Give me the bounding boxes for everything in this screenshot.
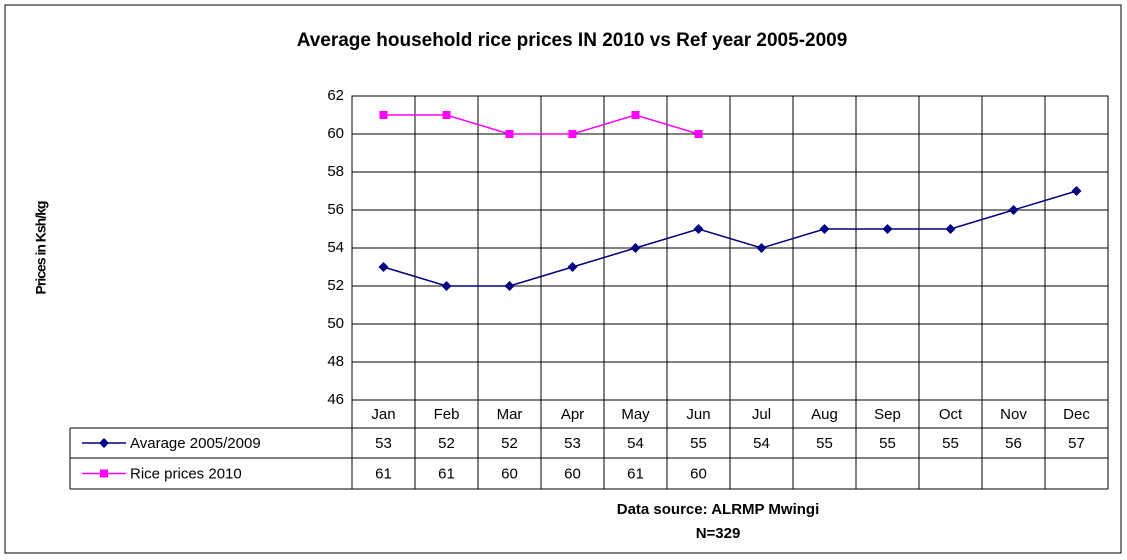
table-value: 61 (438, 465, 455, 482)
x-tick-label: Sep (874, 406, 901, 423)
y-tick-label: 62 (327, 87, 344, 104)
table-value: 60 (501, 465, 518, 482)
point (693, 224, 704, 234)
x-tick-label: Oct (939, 406, 963, 423)
x-tick-label: Jul (752, 406, 771, 423)
footnote: N=329 (696, 525, 741, 542)
x-tick-label: Feb (434, 406, 460, 423)
point (694, 130, 703, 138)
table-value: 55 (816, 435, 833, 452)
y-tick-label: 50 (327, 315, 344, 332)
series-line (383, 114, 699, 135)
x-tick-label: Dec (1063, 406, 1090, 423)
y-axis-label: Prices in Ksh/kg (33, 201, 49, 294)
point (567, 262, 578, 272)
point (1008, 205, 1019, 215)
point (441, 281, 452, 291)
y-tick-label: 54 (327, 239, 344, 256)
table-value: 55 (879, 435, 896, 452)
table-value: 54 (753, 435, 770, 452)
x-tick-label: Aug (811, 406, 838, 423)
point (882, 224, 893, 234)
footnote: Data source: ALRMP Mwingi (617, 501, 820, 518)
point (568, 130, 577, 138)
table-value: 60 (690, 465, 707, 482)
point (504, 281, 515, 291)
y-tick-label: 46 (327, 391, 344, 408)
table-value: 53 (564, 435, 581, 452)
table-value: 52 (501, 435, 518, 452)
y-tick-label: 60 (327, 125, 344, 142)
table-value: 57 (1068, 435, 1085, 452)
point (630, 243, 641, 253)
legend-marker (99, 438, 109, 448)
point (756, 243, 767, 253)
table-value: 53 (375, 435, 392, 452)
table-value: 56 (1005, 435, 1022, 452)
table-value: 60 (564, 465, 581, 482)
y-tick-label: 58 (327, 163, 344, 180)
y-tick-label: 52 (327, 277, 344, 294)
series-line (383, 190, 1077, 287)
x-tick-label: Jun (686, 406, 710, 423)
point (505, 130, 514, 138)
point (379, 111, 388, 119)
table-value: 55 (942, 435, 959, 452)
x-tick-label: Mar (497, 406, 523, 423)
point (442, 111, 451, 119)
y-tick-label: 48 (327, 353, 344, 370)
legend-marker (100, 469, 108, 478)
point (631, 111, 640, 119)
legend-label: Avarage 2005/2009 (130, 435, 261, 452)
x-tick-label: Jan (371, 406, 395, 423)
x-tick-label: May (621, 406, 650, 423)
chart-title: Average household rice prices IN 2010 vs… (297, 30, 848, 51)
table-value: 61 (627, 465, 644, 482)
legend-label: Rice prices 2010 (130, 465, 242, 482)
table-value: 52 (438, 435, 455, 452)
x-tick-label: Apr (561, 406, 584, 423)
table-value: 55 (690, 435, 707, 452)
point (1071, 186, 1082, 196)
point (945, 224, 956, 234)
table-value: 54 (627, 435, 644, 452)
x-tick-label: Nov (1000, 406, 1027, 423)
point (819, 224, 830, 234)
table-value: 61 (375, 465, 392, 482)
point (378, 262, 389, 272)
y-tick-label: 56 (327, 201, 344, 218)
